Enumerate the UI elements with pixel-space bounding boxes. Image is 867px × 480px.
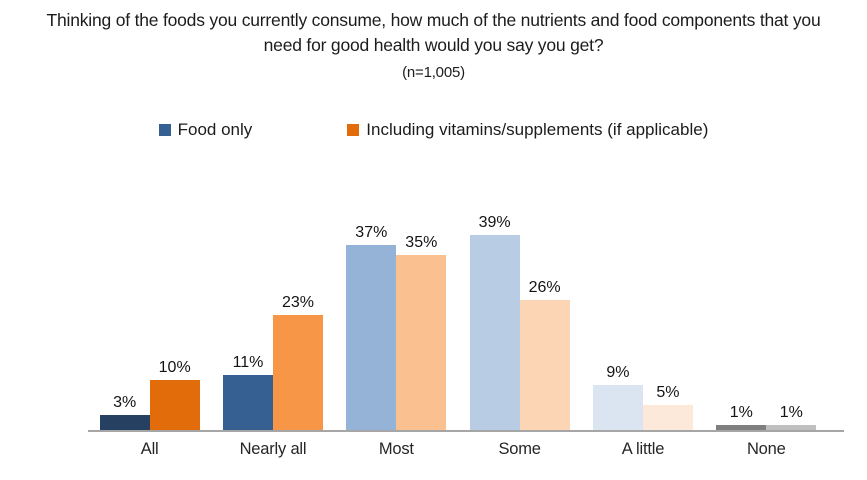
- bar-a-little-food-only: [592, 385, 643, 430]
- value-label-a-little-food-only: 9%: [606, 364, 630, 381]
- value-label-some-food-only: 39%: [478, 214, 511, 231]
- bar-group-none: 1% 1%: [705, 178, 828, 430]
- chart-title-line-1: Thinking of the foods you currently cons…: [46, 10, 821, 30]
- bar-all-including-vitamins-supplements-if-applicable-: [149, 380, 200, 430]
- category-label-a-little: A little: [621, 440, 665, 458]
- bar-none-including-vitamins-supplements-if-applicable-: [766, 425, 817, 430]
- bar-wrap: 35%: [396, 234, 447, 430]
- value-label-none-food-only: 1%: [729, 404, 753, 421]
- x-axis-labels: All Nearly all Most Some A little None: [88, 440, 828, 459]
- legend-swatch-blue: [158, 124, 171, 136]
- bar-most-including-vitamins-supplements-if-applicable-: [396, 255, 447, 430]
- category-label-some: Some: [498, 440, 541, 458]
- bar-wrap: 1%: [716, 404, 767, 430]
- x-axis-line: [88, 430, 844, 432]
- bar-wrap: 37%: [346, 224, 397, 430]
- bar-wrap: 1%: [766, 404, 817, 430]
- value-label-most-including-vitamins-supplements-if-applicable-: 35%: [405, 234, 438, 251]
- sample-size-note: (n=1,005): [402, 64, 465, 81]
- bar-wrap: 9%: [592, 364, 643, 430]
- bar-wrap: 26%: [519, 279, 570, 430]
- category-label-none: None: [746, 440, 786, 458]
- category-label-all: All: [140, 440, 159, 458]
- value-label-all-food-only: 3%: [113, 394, 137, 411]
- category-label-most: Most: [378, 440, 414, 458]
- legend-item-food-only: Food only: [158, 120, 253, 140]
- value-label-nearly-all-including-vitamins-supplements-if-applicable-: 23%: [281, 294, 314, 311]
- value-label-most-food-only: 37%: [355, 224, 388, 241]
- bar-wrap: 5%: [642, 384, 693, 430]
- value-label-some-including-vitamins-supplements-if-applicable-: 26%: [528, 279, 561, 296]
- bar-nearly-all-food-only: [222, 375, 273, 430]
- value-label-a-little-including-vitamins-supplements-if-applicable-: 5%: [656, 384, 680, 401]
- bar-group-nearly-all: 11% 23%: [211, 178, 334, 430]
- bar-group-most: 37% 35%: [335, 178, 458, 430]
- bar-wrap: 11%: [222, 354, 273, 430]
- legend-item-supplements: Including vitamins/supplements (if appli…: [347, 120, 708, 140]
- bar-some-including-vitamins-supplements-if-applicable-: [519, 300, 570, 430]
- value-label-nearly-all-food-only: 11%: [232, 354, 264, 371]
- legend-label-supplements: Including vitamins/supplements (if appli…: [366, 120, 709, 139]
- bar-wrap: 39%: [469, 214, 520, 430]
- bar-most-food-only: [346, 245, 397, 430]
- bar-none-food-only: [716, 425, 767, 430]
- bar-group-a-little: 9% 5%: [581, 178, 704, 430]
- bar-wrap: 23%: [272, 294, 323, 430]
- category-label-nearly-all: Nearly all: [239, 440, 307, 458]
- legend: Food only Including vitamins/supplements…: [0, 120, 867, 140]
- bar-all-food-only: [99, 415, 150, 430]
- bar-a-little-including-vitamins-supplements-if-applicable-: [642, 405, 693, 430]
- bar-group-some: 39% 26%: [458, 178, 581, 430]
- legend-swatch-orange: [347, 124, 360, 136]
- bar-wrap: 3%: [99, 394, 150, 430]
- chart-title-line-2: need for good health would you say you g…: [263, 35, 604, 55]
- chart-title: Thinking of the foods you currently cons…: [0, 8, 867, 58]
- bar-nearly-all-including-vitamins-supplements-if-applicable-: [272, 315, 323, 430]
- bar-wrap: 10%: [149, 359, 200, 430]
- plot-area: 3% 10% 11% 23% 37% 35% 39% 26% 9% 5% 1% 1%: [88, 178, 828, 430]
- value-label-none-including-vitamins-supplements-if-applicable-: 1%: [779, 404, 803, 421]
- bar-group-all: 3% 10%: [88, 178, 211, 430]
- bar-some-food-only: [469, 235, 520, 430]
- legend-label-food-only: Food only: [177, 120, 253, 139]
- bar-chart: 3% 10% 11% 23% 37% 35% 39% 26% 9% 5% 1% 1% All Nearl…: [0, 178, 867, 478]
- value-label-all-including-vitamins-supplements-if-applicable-: 10%: [158, 359, 191, 376]
